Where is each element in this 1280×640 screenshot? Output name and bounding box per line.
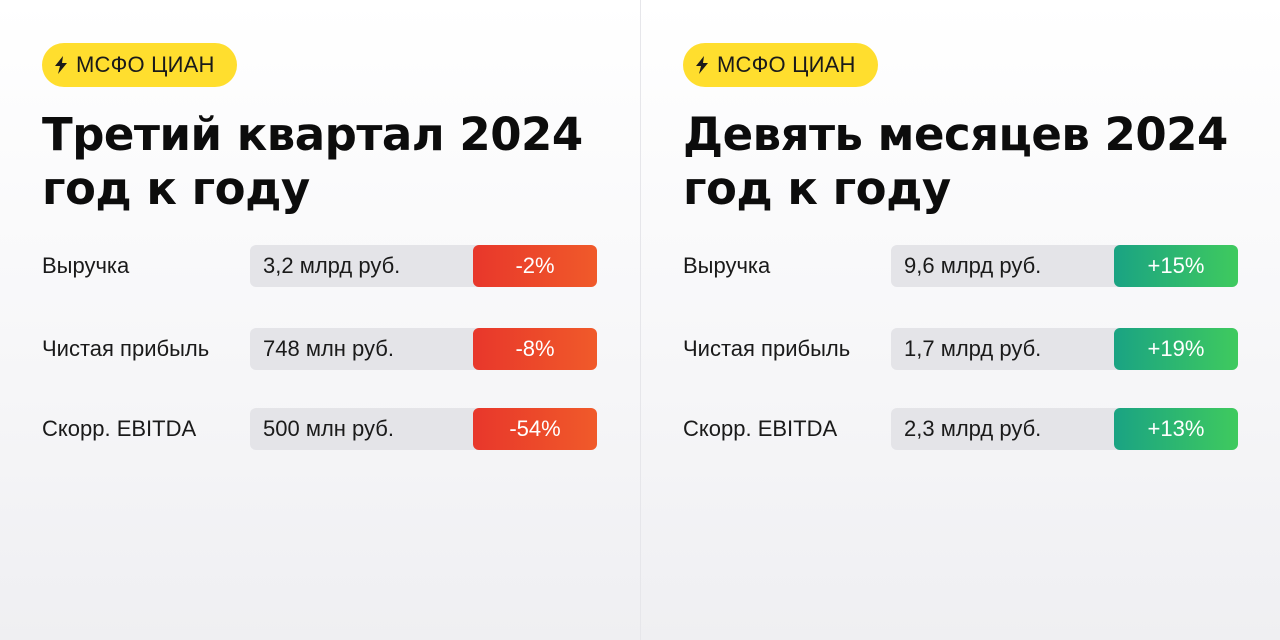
msfo-badge: МСФО ЦИАН [683, 43, 878, 87]
title-line-2: год к году [42, 162, 310, 215]
metric-delta: -8% [473, 328, 597, 370]
metric-label: Скорр. EBITDA [42, 416, 197, 441]
title-line-2: год к году [683, 162, 951, 215]
metric-label: Скорр. EBITDA [683, 416, 838, 441]
card-title: Третий квартал 2024 год к году [42, 108, 583, 216]
metric-delta: +13% [1114, 408, 1238, 450]
nine-months-2024-card: МСФО ЦИАН Девять месяцев 2024 год к году… [640, 0, 1280, 640]
metric-row-net-profit: Чистая прибыль 1,7 млрд руб. +19% [683, 328, 1239, 370]
metric-row-ebitda: Скорр. EBITDA 500 млн руб. -54% [42, 408, 598, 450]
metric-delta: -2% [473, 245, 597, 287]
metric-row-ebitda: Скорр. EBITDA 2,3 млрд руб. +13% [683, 408, 1239, 450]
metric-label: Выручка [683, 253, 771, 278]
lightning-icon [696, 56, 708, 74]
metric-label: Чистая прибыль [42, 336, 210, 361]
metric-label: Чистая прибыль [683, 336, 851, 361]
lightning-icon [55, 56, 67, 74]
badge-label: МСФО ЦИАН [717, 52, 856, 77]
badge-label: МСФО ЦИАН [76, 52, 215, 77]
metric-label: Выручка [42, 253, 130, 278]
metric-delta: +19% [1114, 328, 1238, 370]
metric-row-revenue: Выручка 3,2 млрд руб. -2% [42, 245, 598, 287]
card-title: Девять месяцев 2024 год к году [683, 108, 1228, 216]
q3-2024-card: МСФО ЦИАН Третий квартал 2024 год к году… [0, 0, 640, 640]
metric-row-revenue: Выручка 9,6 млрд руб. +15% [683, 245, 1239, 287]
metric-row-net-profit: Чистая прибыль 748 млн руб. -8% [42, 328, 598, 370]
metric-delta: +15% [1114, 245, 1238, 287]
metric-delta: -54% [473, 408, 597, 450]
title-line-1: Девять месяцев 2024 [683, 108, 1228, 161]
title-line-1: Третий квартал 2024 [42, 108, 583, 161]
msfo-badge: МСФО ЦИАН [42, 43, 237, 87]
